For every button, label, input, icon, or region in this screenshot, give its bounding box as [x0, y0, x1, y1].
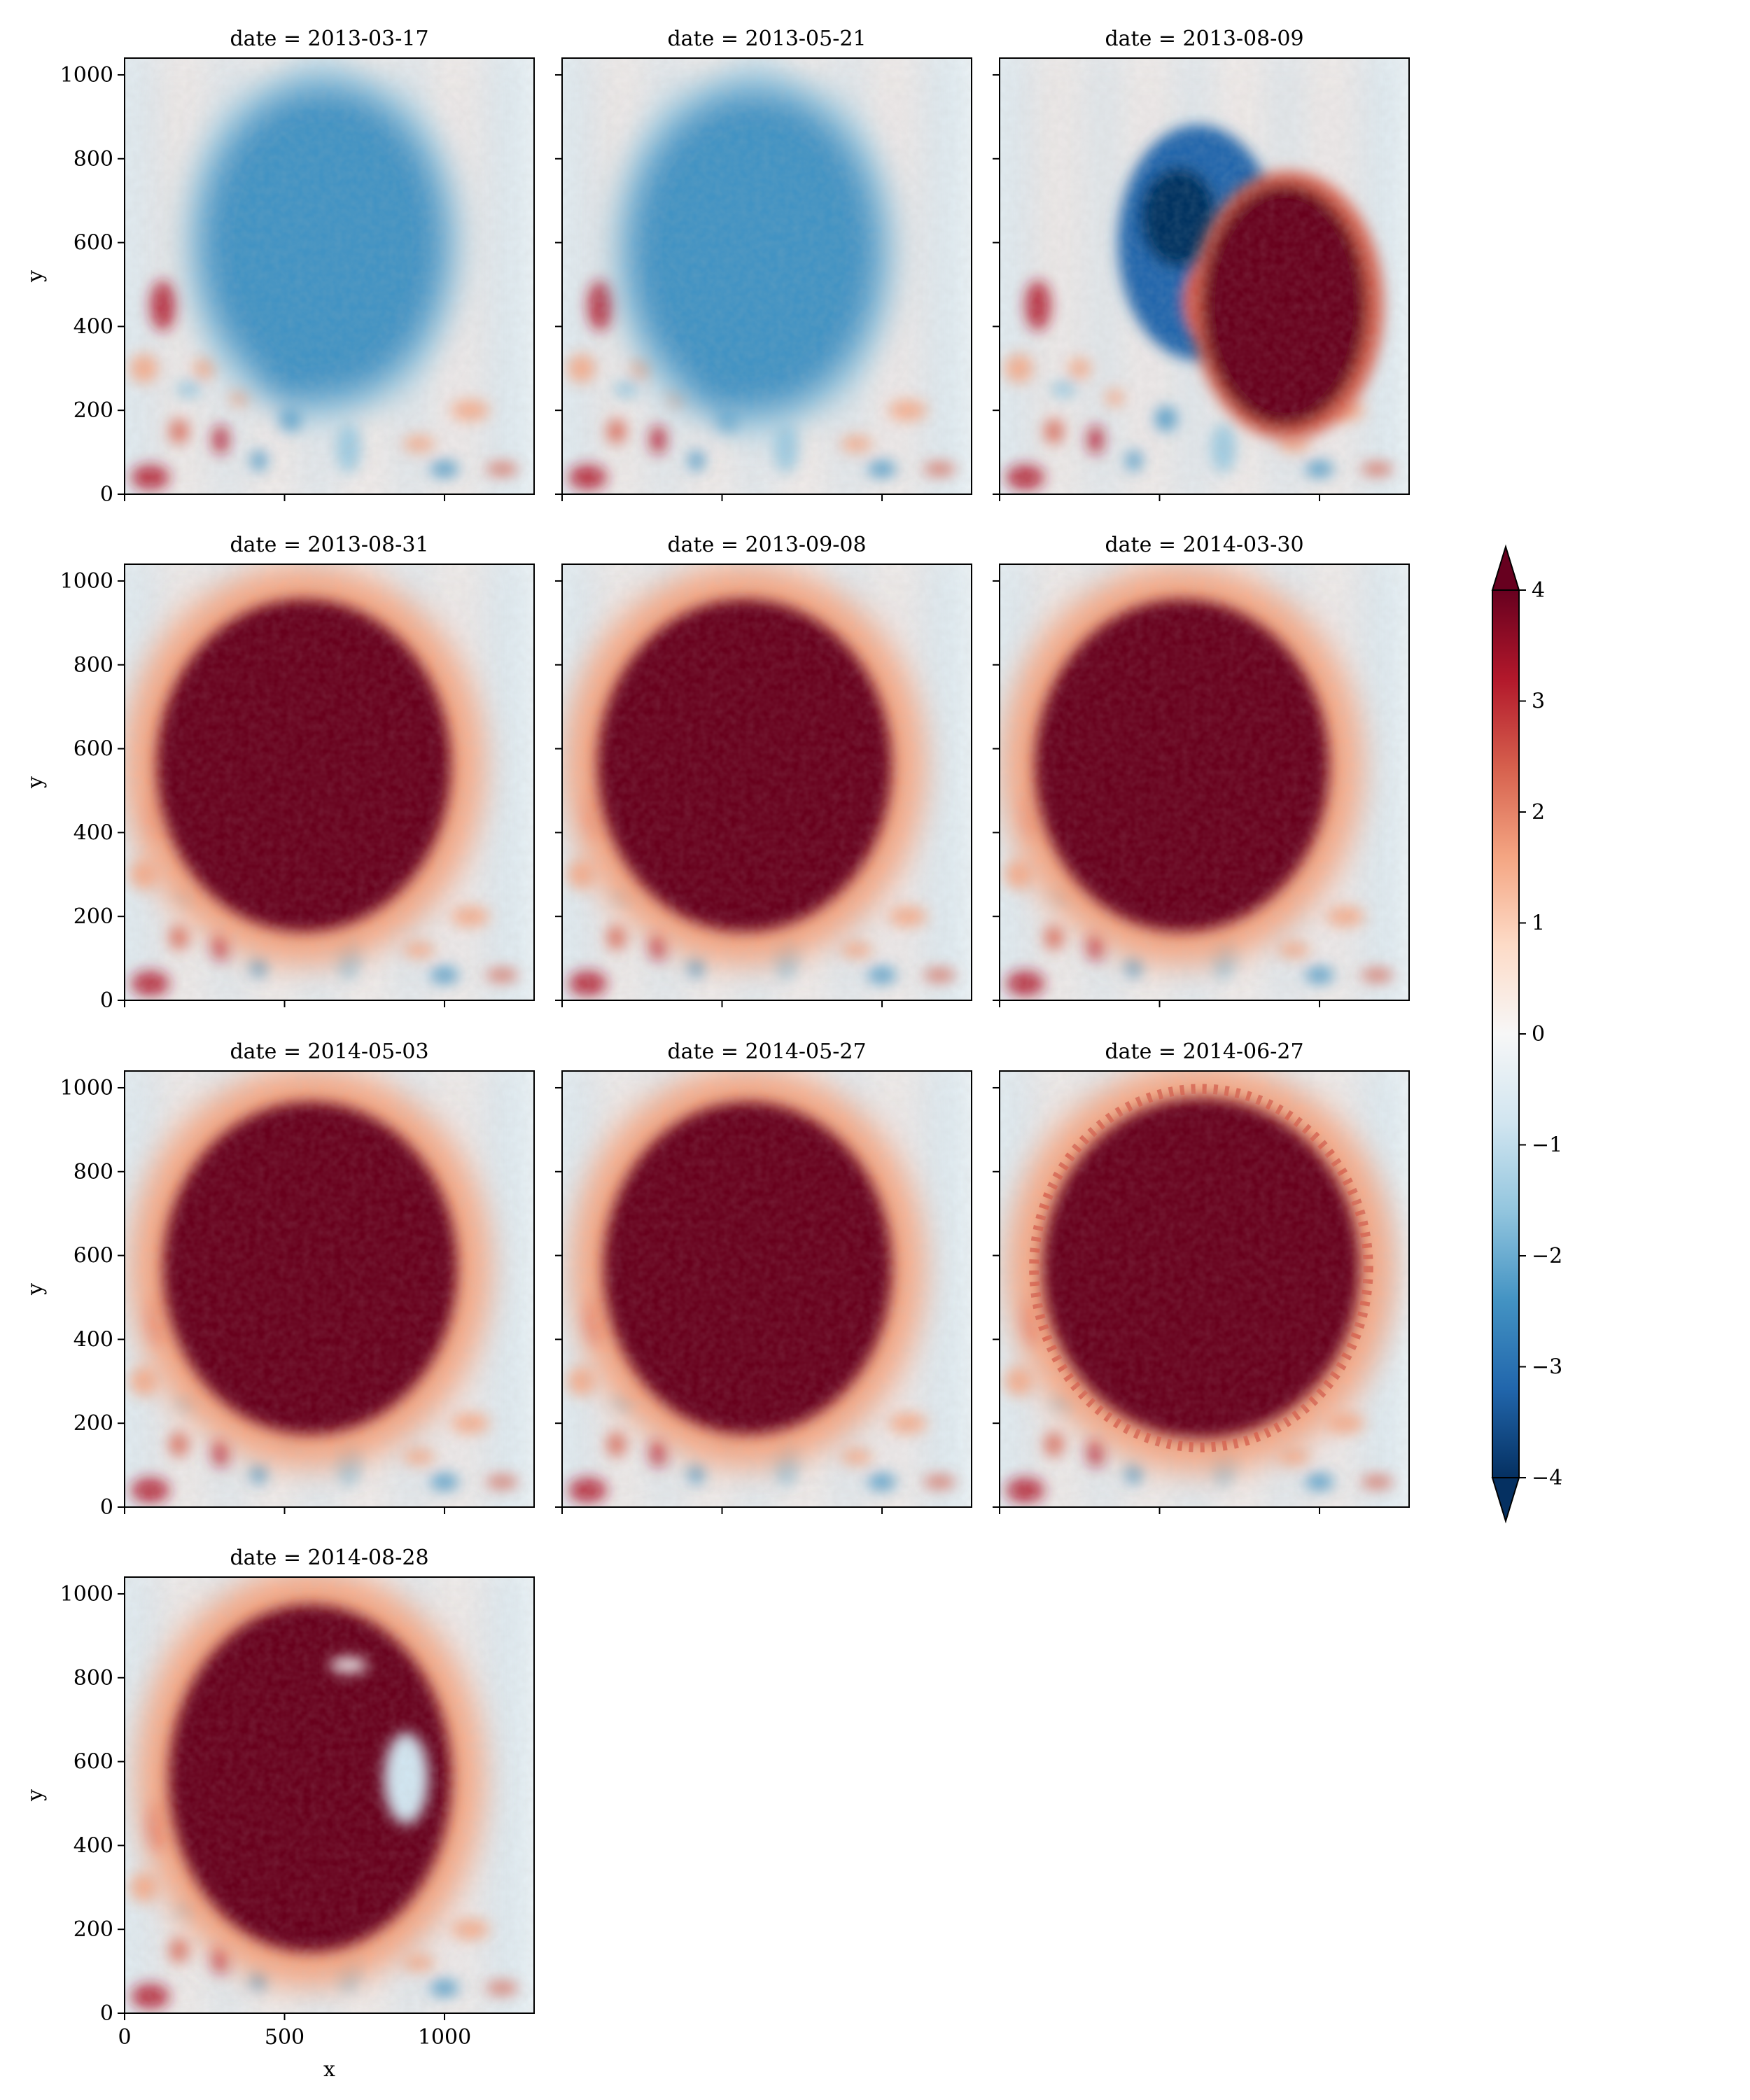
- x-axis-label: x: [323, 2057, 335, 2082]
- noise-overlay: [1000, 1071, 1409, 1507]
- noise-overlay: [1000, 564, 1409, 1000]
- y-tick-label: 0: [100, 988, 113, 1013]
- panel-frame: [561, 1070, 972, 1508]
- y-tick-label: 400: [74, 820, 113, 845]
- y-tick-label: 600: [74, 1750, 113, 1774]
- panel-title: date = 2013-05-21: [667, 27, 866, 51]
- panel-frame: [124, 1070, 535, 1508]
- noise-overlay: [1000, 58, 1409, 494]
- heatmap-image: [125, 58, 534, 494]
- y-tick-label: 400: [74, 1833, 113, 1858]
- y-tick-label: 0: [100, 482, 113, 507]
- colorbar-tick-label: −1: [1532, 1133, 1562, 1158]
- panel-title: date = 2013-08-31: [230, 533, 428, 557]
- heatmap-image: [562, 564, 972, 1000]
- y-axis-label: y: [23, 776, 48, 789]
- y-tick-label: 0: [100, 2001, 113, 2026]
- facet-panel: date = 2014-05-27: [555, 1040, 972, 1514]
- colorbar-tick-label: 1: [1532, 911, 1545, 936]
- facet-panel: date = 2013-08-09: [993, 27, 1410, 501]
- facet-panels: date = 2013-03-1702004006008001000ydate …: [23, 27, 1410, 2082]
- colorbar-tick-label: −2: [1532, 1244, 1562, 1268]
- y-tick-label: 600: [74, 231, 113, 255]
- heatmap-image: [125, 1071, 534, 1507]
- noise-overlay: [562, 564, 972, 1000]
- x-tick-label: 0: [118, 2025, 131, 2050]
- y-tick-label: 200: [74, 398, 113, 423]
- y-tick-label: 1000: [60, 63, 113, 88]
- facet-panel: date = 2013-05-21: [555, 27, 972, 501]
- panel-frame: [124, 564, 535, 1001]
- heatmap-image: [562, 1071, 972, 1507]
- colorbar-tick-label: 3: [1532, 690, 1545, 714]
- panel-title: date = 2014-03-30: [1105, 533, 1303, 557]
- y-tick-label: 1000: [60, 1076, 113, 1100]
- y-tick-label: 600: [74, 737, 113, 762]
- x-tick-label: 1000: [418, 2025, 471, 2050]
- heatmap-image: [1000, 58, 1409, 494]
- y-tick-label: 200: [74, 904, 113, 929]
- noise-overlay: [125, 1577, 534, 2013]
- panel-frame: [124, 57, 535, 495]
- facet-panel: date = 2014-05-03 0 200 400 600 800 1000 y: [23, 1040, 535, 1520]
- y-tick-label: 600: [74, 1244, 113, 1268]
- y-tick-label: 800: [74, 653, 113, 678]
- facet-panel: date = 2013-09-08: [555, 533, 972, 1007]
- y-tick-label: 0: [100, 1495, 113, 1520]
- panel-title: date = 2014-05-03: [230, 1040, 428, 1064]
- colorbar: 4 3 2 1 0 −1 −2 −3 −4: [1491, 544, 1562, 1524]
- panel-frame: [999, 564, 1410, 1001]
- y-tick-label: 1000: [60, 569, 113, 594]
- colorbar-tick-label: 0: [1532, 1022, 1545, 1046]
- x-tick-label: 500: [265, 2025, 304, 2050]
- facet-panel: date = 2014-03-30: [993, 533, 1410, 1007]
- panel-frame: [999, 1070, 1410, 1508]
- y-tick-label: 400: [74, 1327, 113, 1352]
- panel-title: date = 2014-05-27: [667, 1040, 866, 1064]
- noise-overlay: [125, 564, 534, 1000]
- noise-overlay: [125, 58, 534, 494]
- heatmap-image: [1000, 1071, 1409, 1507]
- facet-panel: date = 2014-08-28 0 200 400 600 800 1000 0 500 10…: [23, 1546, 535, 2082]
- y-tick-label: 800: [74, 1160, 113, 1184]
- panel-frame: [561, 564, 972, 1001]
- heatmap-image: [125, 1577, 534, 2013]
- panel-frame: [999, 57, 1410, 495]
- y-axis-label: y: [23, 1283, 48, 1296]
- colorbar-extend-min: [1491, 1477, 1520, 1524]
- colorbar-tick-label: −4: [1532, 1466, 1562, 1490]
- y-tick-label: 800: [74, 1666, 113, 1690]
- panel-title: date = 2013-09-08: [667, 533, 866, 557]
- panel-frame: [561, 57, 972, 495]
- y-axis-label: y: [23, 1789, 48, 1802]
- y-tick-label: 1000: [60, 1582, 113, 1606]
- facet-panel: date = 2013-03-17 0 200 400 600 800 1000 y: [23, 27, 535, 507]
- panel-title: date = 2013-08-09: [1105, 27, 1303, 51]
- y-tick-label: 200: [74, 1917, 113, 1942]
- y-tick-label: 800: [74, 147, 113, 172]
- noise-overlay: [562, 1071, 972, 1507]
- y-axis-label: y: [23, 270, 48, 283]
- y-tick-label: 200: [74, 1411, 113, 1436]
- noise-overlay: [562, 58, 972, 494]
- colorbar-gradient: [1492, 589, 1520, 1478]
- heatmap-image: [562, 58, 972, 494]
- panel-title: date = 2013-03-17: [230, 27, 428, 51]
- heatmap-image: [125, 564, 534, 1000]
- colorbar-tick-label: 2: [1532, 800, 1545, 825]
- heatmap-image: [1000, 564, 1409, 1000]
- panel-title: date = 2014-08-28: [230, 1546, 428, 1570]
- noise-overlay: [125, 1071, 534, 1507]
- colorbar-tick-label: −3: [1532, 1355, 1562, 1380]
- panel-title: date = 2014-06-27: [1105, 1040, 1303, 1064]
- colorbar-tick-label: 4: [1532, 578, 1545, 603]
- y-tick-label: 400: [74, 314, 113, 339]
- facet-panel: date = 2014-06-27: [993, 1040, 1410, 1514]
- panel-frame: [124, 1576, 535, 2014]
- facet-panel: date = 2013-08-31 0 200 400 600 800 1000 y: [23, 533, 535, 1013]
- colorbar-extend-max: [1491, 544, 1520, 591]
